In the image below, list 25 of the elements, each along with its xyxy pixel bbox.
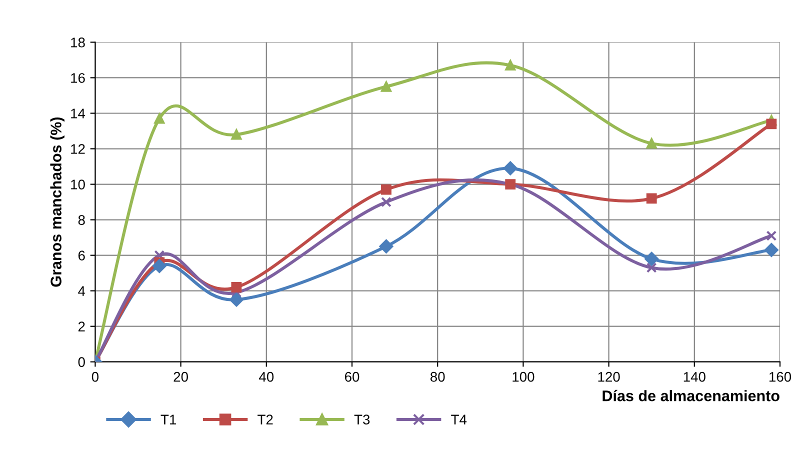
legend-label: T4 [451,414,467,424]
x-axis-title: Días de almacenamiento [602,390,780,402]
x-tick-label: 20 [174,372,188,382]
y-axis-title: Granos manchados (%) [50,117,64,287]
x-tick-label: 80 [430,372,445,382]
y-tick-label: 8 [78,215,85,225]
y-tick-label: 6 [78,250,85,260]
y-tick-label: 12 [71,144,85,154]
x-tick-label: 140 [684,372,706,382]
y-tick-label: 2 [78,322,85,332]
legend-label: T2 [258,414,273,424]
y-tick-label: 18 [71,38,85,48]
y-tick-label: 0 [78,357,85,368]
x-tick-label: 40 [258,372,274,382]
x-tick-label: 160 [769,372,792,382]
y-tick-label: 14 [71,108,86,118]
x-tick-label: 60 [344,372,360,382]
x-tick-label: 100 [512,372,534,382]
legend-label: T3 [354,414,370,424]
x-tick-label: 120 [598,372,620,382]
y-tick-label: 16 [71,73,85,83]
x-tick-label: 0 [92,372,99,382]
y-tick-label: 4 [78,286,86,296]
legend-label: T1 [160,414,176,424]
y-tick-label: 10 [71,180,85,190]
